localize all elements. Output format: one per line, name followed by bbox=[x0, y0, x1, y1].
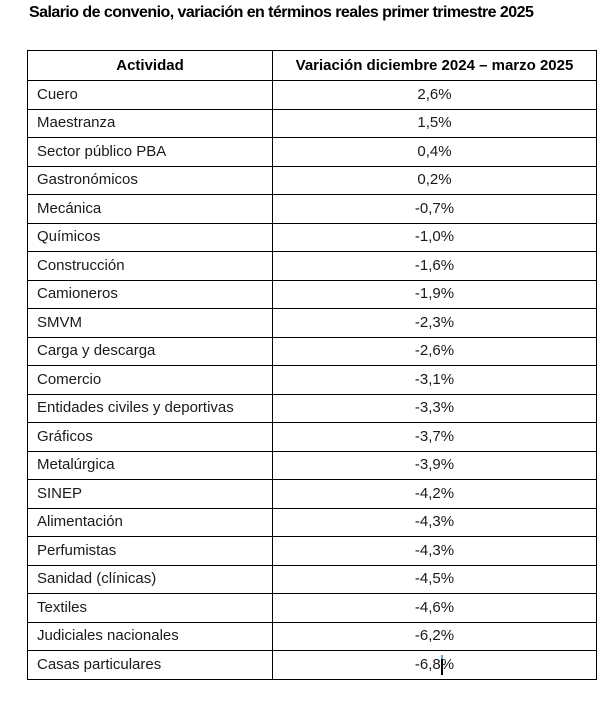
value-cell: -2,6% bbox=[272, 336, 597, 366]
activity-cell: Cuero bbox=[27, 80, 273, 110]
activity-cell: Metalúrgica bbox=[27, 450, 273, 480]
table-row: Entidades civiles y deportivas -3,3% bbox=[27, 393, 597, 423]
value-cell: -0,7% bbox=[272, 194, 597, 224]
activity-cell: Perfumistas bbox=[27, 536, 273, 566]
value-cell: -1,0% bbox=[272, 222, 597, 252]
table-row: Mecánica -0,7% bbox=[27, 194, 597, 224]
value-cell: -4,2% bbox=[272, 479, 597, 509]
activity-cell: Camioneros bbox=[27, 279, 273, 309]
table-row: Perfumistas -4,3% bbox=[27, 536, 597, 566]
activity-cell: Alimentación bbox=[27, 507, 273, 537]
table-row: Maestranza 1,5% bbox=[27, 108, 597, 138]
column-header-actividad: Actividad bbox=[27, 50, 273, 81]
value-cell: -6,2% bbox=[272, 621, 597, 651]
table-row: Carga y descarga -2,6% bbox=[27, 336, 597, 366]
table-row: Textiles -4,6% bbox=[27, 593, 597, 623]
value-cell: -4,5% bbox=[272, 564, 597, 594]
table-row: Construcción -1,6% bbox=[27, 251, 597, 281]
column-header-variacion: Variación diciembre 2024 – marzo 2025 bbox=[272, 50, 597, 81]
activity-cell: Construcción bbox=[27, 251, 273, 281]
activity-cell: Mecánica bbox=[27, 194, 273, 224]
activity-cell: SMVM bbox=[27, 308, 273, 338]
page-title: Salario de convenio, variación en términ… bbox=[29, 4, 534, 21]
value-cell: -1,9% bbox=[272, 279, 597, 309]
value-cell[interactable]: -6,8% bbox=[272, 650, 597, 680]
table-row: Camioneros -1,9% bbox=[27, 279, 597, 309]
activity-cell: Gastronómicos bbox=[27, 165, 273, 195]
value-cell: -4,3% bbox=[272, 507, 597, 537]
table-row: Judiciales nacionales -6,2% bbox=[27, 621, 597, 651]
text-cursor bbox=[440, 655, 443, 675]
header-row: Actividad Variación diciembre 2024 – mar… bbox=[27, 50, 597, 81]
value-cell: -2,3% bbox=[272, 308, 597, 338]
salary-variation-table: Actividad Variación diciembre 2024 – mar… bbox=[27, 50, 597, 680]
value-cell: 1,5% bbox=[272, 108, 597, 138]
value-cell: -3,7% bbox=[272, 422, 597, 452]
activity-cell: Judiciales nacionales bbox=[27, 621, 273, 651]
table-row: Gastronómicos 0,2% bbox=[27, 165, 597, 195]
activity-cell: SINEP bbox=[27, 479, 273, 509]
activity-cell: Sector público PBA bbox=[27, 137, 273, 167]
value-cell: 2,6% bbox=[272, 80, 597, 110]
activity-cell: Comercio bbox=[27, 365, 273, 395]
activity-cell: Entidades civiles y deportivas bbox=[27, 393, 273, 423]
value-cell: -3,3% bbox=[272, 393, 597, 423]
value-cell: -1,6% bbox=[272, 251, 597, 281]
table-row: Cuero 2,6% bbox=[27, 80, 597, 110]
value-cell: -4,3% bbox=[272, 536, 597, 566]
value-cell: -4,6% bbox=[272, 593, 597, 623]
table-row: Alimentación -4,3% bbox=[27, 507, 597, 537]
value-cell: 0,4% bbox=[272, 137, 597, 167]
table-row: Metalúrgica -3,9% bbox=[27, 450, 597, 480]
activity-cell: Químicos bbox=[27, 222, 273, 252]
activity-cell: Textiles bbox=[27, 593, 273, 623]
activity-cell: Gráficos bbox=[27, 422, 273, 452]
value-text: -6,8% bbox=[414, 655, 455, 673]
activity-cell: Sanidad (clínicas) bbox=[27, 564, 273, 594]
value-cell: -3,9% bbox=[272, 450, 597, 480]
table-row: Casas particulares -6,8% bbox=[27, 650, 597, 680]
table-row: Sanidad (clínicas) -4,5% bbox=[27, 564, 597, 594]
value-cell: -3,1% bbox=[272, 365, 597, 395]
activity-cell: Casas particulares bbox=[27, 650, 273, 680]
table-row: SINEP -4,2% bbox=[27, 479, 597, 509]
activity-cell: Maestranza bbox=[27, 108, 273, 138]
table-row: Químicos -1,0% bbox=[27, 222, 597, 252]
table-row: Gráficos -3,7% bbox=[27, 422, 597, 452]
value-cell: 0,2% bbox=[272, 165, 597, 195]
activity-cell: Carga y descarga bbox=[27, 336, 273, 366]
table-row: Sector público PBA 0,4% bbox=[27, 137, 597, 167]
table-row: SMVM -2,3% bbox=[27, 308, 597, 338]
table-row: Comercio -3,1% bbox=[27, 365, 597, 395]
